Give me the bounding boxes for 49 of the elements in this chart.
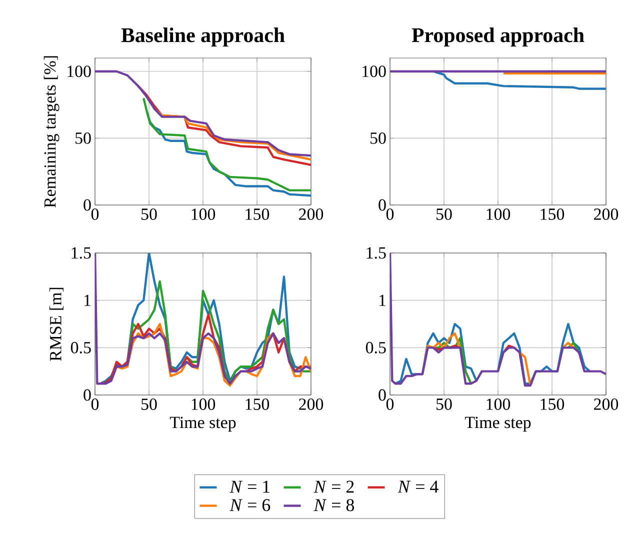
x-tick-label: 150 (246, 208, 270, 220)
x-tick-label: 100 (486, 208, 510, 220)
y-tick-label: 100 (362, 66, 386, 78)
y-tick-label: 1.5 (366, 247, 386, 259)
line-series (432, 70, 606, 90)
x-tick-label: 0 (91, 208, 99, 220)
x-axis-title: Time step (464, 416, 531, 432)
chart-title: Baseline approach (121, 28, 285, 46)
x-tick-label: 50 (436, 398, 452, 410)
y-axis-title: Remaining targets [%] (44, 56, 60, 208)
x-tick-label: 200 (299, 208, 324, 220)
y-tick-label: 0.5 (70, 342, 91, 354)
legend-label: N = 1 (230, 480, 270, 493)
x-tick-label: 100 (192, 398, 216, 410)
x-tick-label: 0 (91, 398, 99, 410)
legend-label: N = 2 (314, 480, 354, 493)
y-tick-label: 0.5 (366, 342, 386, 354)
x-tick-label: 100 (486, 398, 510, 410)
x-axis-title: Time step (170, 416, 236, 432)
x-tick-label: 150 (246, 398, 270, 410)
line-series (142, 96, 312, 192)
x-tick-label: 150 (540, 398, 564, 410)
y-axis-title: RMSE [m] (49, 288, 64, 361)
legend-label: N = 4 (398, 480, 438, 493)
y-tick-label: 1 (380, 294, 386, 306)
legend-label: N = 8 (314, 499, 354, 512)
x-tick-label: 50 (142, 398, 157, 410)
y-tick-label: 0 (378, 389, 386, 401)
x-tick-label: 200 (299, 398, 324, 410)
y-tick-label: 50 (76, 132, 91, 144)
x-tick-label: 0 (386, 398, 394, 410)
y-tick-label: 1 (84, 294, 90, 306)
chart-title: Proposed approach (412, 28, 584, 46)
y-tick-label: 0 (84, 389, 91, 401)
x-tick-label: 50 (436, 208, 452, 220)
x-tick-label: 0 (386, 208, 394, 220)
line-series (137, 84, 312, 166)
y-tick-label: 0 (378, 199, 386, 211)
x-tick-label: 200 (594, 398, 618, 410)
x-tick-label: 50 (142, 208, 157, 220)
x-tick-label: 100 (192, 208, 216, 220)
legend-label: N = 6 (230, 499, 270, 512)
y-tick-label: 50 (370, 132, 386, 144)
y-tick-label: 1.5 (72, 247, 91, 259)
x-tick-label: 150 (540, 208, 564, 220)
x-tick-label: 200 (594, 208, 618, 220)
line-series (95, 70, 312, 157)
y-tick-label: 0 (84, 199, 91, 211)
y-tick-label: 100 (68, 66, 91, 78)
